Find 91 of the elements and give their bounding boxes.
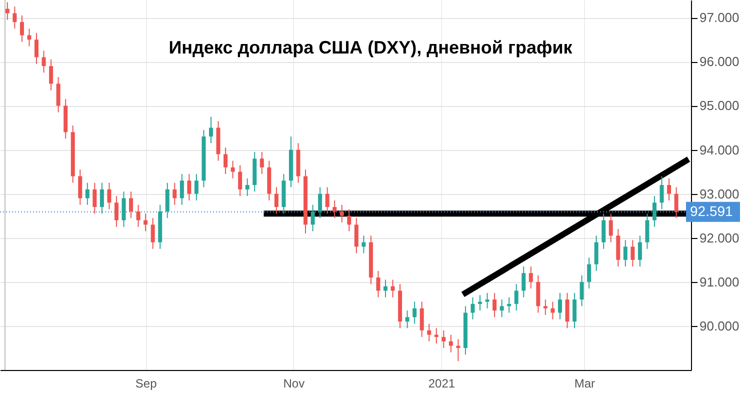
candlestick (245, 178, 250, 197)
candlestick (49, 58, 54, 91)
candlestick (180, 173, 184, 206)
candlestick (645, 213, 650, 250)
candlestick (20, 14, 24, 42)
candlestick (150, 218, 155, 250)
candlestick (405, 310, 410, 329)
candlestick (448, 334, 453, 353)
candlestick (602, 213, 606, 250)
candlestick (136, 204, 140, 228)
candlestick (325, 186, 330, 214)
candlestick (674, 186, 678, 219)
ref-line-label: 92.591 (690, 202, 734, 219)
candlestick (5, 2, 10, 20)
candlestick (144, 213, 148, 232)
candlestick (354, 218, 358, 254)
candlestick (92, 182, 97, 214)
x-tick-label: 2021 (428, 376, 456, 390)
candlestick (122, 191, 126, 228)
y-tick-label: 90.000 (700, 318, 740, 334)
candlestick (594, 235, 598, 272)
candlestick (442, 330, 446, 348)
candlestick (667, 178, 672, 201)
candlestick (608, 213, 613, 243)
candlestick (129, 191, 134, 219)
candlestick (412, 301, 417, 324)
candlestick (376, 270, 380, 298)
candlestick (638, 235, 642, 267)
candlestick (660, 176, 664, 210)
candlestick (100, 182, 104, 214)
candlestick (420, 301, 424, 338)
candlestick (492, 292, 497, 318)
text: Индекс доллара США (DXY), дневной график (168, 37, 574, 58)
candlestick (427, 323, 432, 342)
candlestick (165, 182, 170, 219)
x-tick-label: Mar (574, 376, 596, 390)
candlestick (310, 204, 315, 232)
candlestick (522, 266, 526, 298)
x-tick-label: Sep (135, 376, 158, 390)
candlestick (572, 292, 577, 329)
candlestick (630, 240, 635, 267)
candlestick (12, 6, 17, 30)
candlestick (558, 292, 562, 320)
candlestick (587, 257, 592, 290)
y-tick-label: 96.000 (700, 54, 740, 70)
candlestick (224, 147, 228, 174)
candlestick (347, 208, 352, 232)
candlestick (238, 164, 242, 197)
candlestick (623, 240, 628, 267)
candlestick (470, 296, 475, 320)
candlestick (56, 76, 60, 113)
candlestick (434, 328, 438, 344)
y-tick-label: 92.000 (700, 230, 740, 246)
candlestick (565, 292, 570, 329)
candlestick (85, 182, 90, 206)
candlestick (383, 279, 388, 298)
candlestick (78, 169, 82, 206)
candlestick (208, 116, 213, 144)
candlestick (456, 338, 460, 362)
candlestick (27, 28, 32, 47)
candlestick (485, 292, 490, 309)
candlestick (478, 294, 482, 312)
x-tick-label: Nov (283, 376, 305, 390)
candlestick (550, 301, 555, 320)
candlestick (652, 196, 656, 228)
candlestick (260, 151, 264, 174)
candlestick (107, 182, 112, 210)
candlestick (194, 173, 198, 201)
y-tick-label: 95.000 (700, 98, 740, 114)
candlestick (187, 173, 192, 201)
candlestick (230, 160, 235, 179)
candlestick (114, 196, 118, 228)
candlestick (362, 235, 366, 254)
y-tick-label: 97.000 (700, 10, 740, 26)
candlestick (500, 299, 504, 318)
y-tick-label: 94.000 (700, 142, 740, 158)
y-tick-label: 91.000 (700, 274, 740, 290)
candlestick (34, 32, 39, 64)
candlestick (528, 266, 533, 290)
candlestick (340, 204, 344, 223)
candlestick (332, 200, 337, 219)
y-tick-label: 93.000 (700, 186, 740, 202)
candlestick (507, 296, 512, 314)
candlestick (172, 182, 177, 206)
candlestick (390, 279, 395, 298)
candlestick (543, 299, 548, 316)
candlestick (580, 274, 584, 307)
candlestick (514, 284, 518, 312)
candlestick (274, 186, 278, 214)
candlestick (42, 50, 46, 74)
candlestick (318, 186, 322, 219)
